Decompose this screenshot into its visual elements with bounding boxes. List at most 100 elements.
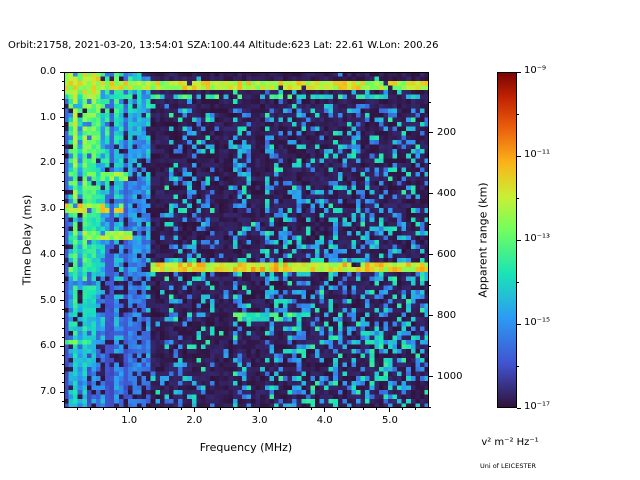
right-tick	[429, 132, 433, 134]
x-tick	[128, 408, 130, 412]
colorbar-tick	[517, 71, 521, 73]
y-minor-tick	[62, 98, 64, 100]
right-tick	[429, 315, 433, 317]
y-minor-tick	[62, 281, 64, 283]
x-tick-label: 1.0	[121, 415, 138, 426]
colorbar-tick-label: 10⁻¹⁵	[524, 317, 551, 328]
y-minor-tick	[62, 199, 64, 201]
x-minor-tick	[415, 408, 417, 410]
y-minor-tick	[62, 272, 64, 274]
x-minor-tick	[376, 408, 378, 410]
colorbar-tick	[517, 407, 521, 409]
right-minor-tick	[429, 101, 431, 103]
x-minor-tick	[402, 408, 404, 410]
y-minor-tick	[62, 190, 64, 192]
x-minor-tick	[285, 408, 287, 410]
colorbar-units: v² m⁻² Hz⁻¹	[481, 437, 539, 448]
y-minor-tick	[62, 108, 64, 110]
y-tick	[60, 391, 64, 393]
x-minor-tick	[206, 408, 208, 410]
x-tick-label: 2.0	[186, 415, 203, 426]
y-tick-label: 4.0	[40, 248, 56, 260]
right-tick-label: 400	[437, 187, 457, 199]
right-minor-tick	[429, 406, 431, 408]
right-axis-label: Apparent range (km)	[476, 182, 490, 298]
x-minor-tick	[337, 408, 339, 410]
y-minor-tick	[62, 144, 64, 146]
right-tick-label: 600	[437, 248, 457, 260]
y-minor-tick	[62, 126, 64, 128]
right-tick-label: 800	[437, 309, 457, 321]
colorbar-tick	[517, 155, 521, 157]
y-minor-tick	[62, 364, 64, 366]
x-minor-tick	[102, 408, 104, 410]
x-minor-tick	[311, 408, 313, 410]
y-tick-label: 1.0	[40, 111, 56, 123]
x-minor-tick	[363, 408, 365, 410]
right-tick-label: 200	[437, 126, 457, 138]
x-minor-tick	[89, 408, 91, 410]
y-tick	[60, 208, 64, 210]
right-minor-tick	[429, 223, 431, 225]
y-tick-label: 3.0	[40, 203, 56, 215]
y-minor-tick	[62, 172, 64, 174]
right-minor-tick	[429, 284, 431, 286]
y-minor-tick	[62, 354, 64, 356]
y-tick-label: 2.0	[40, 157, 56, 169]
y-tick	[60, 300, 64, 302]
colorbar-tick-label: 10⁻¹¹	[524, 149, 551, 160]
x-tick	[259, 408, 261, 412]
y-minor-tick	[62, 89, 64, 91]
x-minor-tick	[232, 408, 234, 410]
x-minor-tick	[246, 408, 247, 410]
colorbar	[497, 72, 517, 408]
y-tick-label: 5.0	[40, 294, 56, 306]
right-minor-tick	[429, 345, 431, 347]
y-minor-tick	[62, 290, 64, 292]
x-minor-tick	[154, 408, 156, 410]
figure-title: Orbit:21758, 2021-03-20, 13:54:01 SZA:10…	[8, 40, 439, 51]
y-minor-tick	[62, 373, 64, 375]
right-tick	[429, 193, 433, 195]
y-minor-tick	[62, 263, 64, 265]
x-tick	[324, 408, 326, 412]
y-minor-tick	[62, 80, 64, 82]
y-tick	[60, 117, 64, 119]
credit-text: Uni of LEICESTER	[479, 462, 537, 470]
colorbar-tick	[517, 365, 519, 367]
y-minor-tick	[62, 309, 64, 311]
y-minor-tick	[62, 135, 64, 137]
colorbar-tick-label: 10⁻¹⁷	[524, 401, 551, 412]
colorbar-tick	[517, 113, 519, 115]
y-minor-tick	[62, 153, 64, 155]
y-tick-label: 7.0	[40, 386, 56, 397]
colorbar-tick	[517, 197, 519, 199]
x-minor-tick	[180, 408, 182, 410]
colorbar-tick	[517, 239, 521, 241]
y-tick	[60, 71, 64, 73]
x-minor-tick	[272, 408, 274, 410]
x-tick-label: 5.0	[381, 415, 398, 426]
x-minor-tick	[167, 408, 169, 410]
y-minor-tick	[62, 236, 64, 238]
colorbar-tick	[517, 281, 519, 283]
x-minor-tick	[115, 408, 117, 410]
y-tick	[60, 345, 64, 347]
colorbar-tick-label: 10⁻⁹	[524, 65, 547, 76]
colorbar-tick	[517, 323, 521, 325]
x-minor-tick	[350, 408, 352, 410]
y-tick-label: 6.0	[40, 340, 56, 352]
y-minor-tick	[62, 181, 64, 183]
right-minor-tick	[429, 162, 431, 164]
right-tick	[429, 254, 433, 256]
y-minor-tick	[62, 245, 64, 247]
x-tick	[193, 408, 195, 412]
x-tick-label: 3.0	[251, 415, 268, 426]
right-tick	[429, 376, 433, 378]
y-minor-tick	[62, 318, 64, 320]
x-tick	[389, 408, 391, 412]
y-minor-tick	[62, 400, 64, 402]
colorbar-tick-label: 10⁻¹³	[524, 233, 551, 244]
y-minor-tick	[62, 217, 64, 219]
